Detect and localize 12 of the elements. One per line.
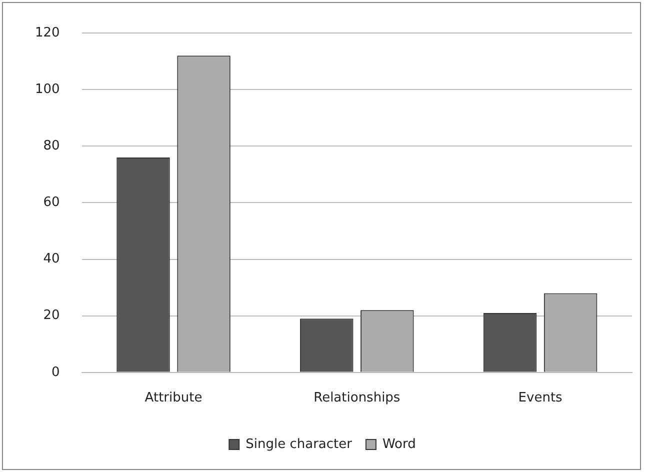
y-tick-label: 60 [43,195,60,210]
y-tick-label: 100 [34,82,60,97]
y-tick-label: 120 [34,25,60,40]
legend-label: Single character [246,436,353,452]
x-tick-label: Events [518,390,563,406]
y-tick-label: 20 [43,308,60,324]
x-tick-label: Relationships [314,390,400,406]
y-tick-label: 80 [43,138,60,154]
x-tick-label: Attribute [144,390,202,406]
legend-label: Word [382,436,416,452]
y-tick-label: 0 [52,364,60,380]
y-tick-label: 40 [43,252,60,267]
